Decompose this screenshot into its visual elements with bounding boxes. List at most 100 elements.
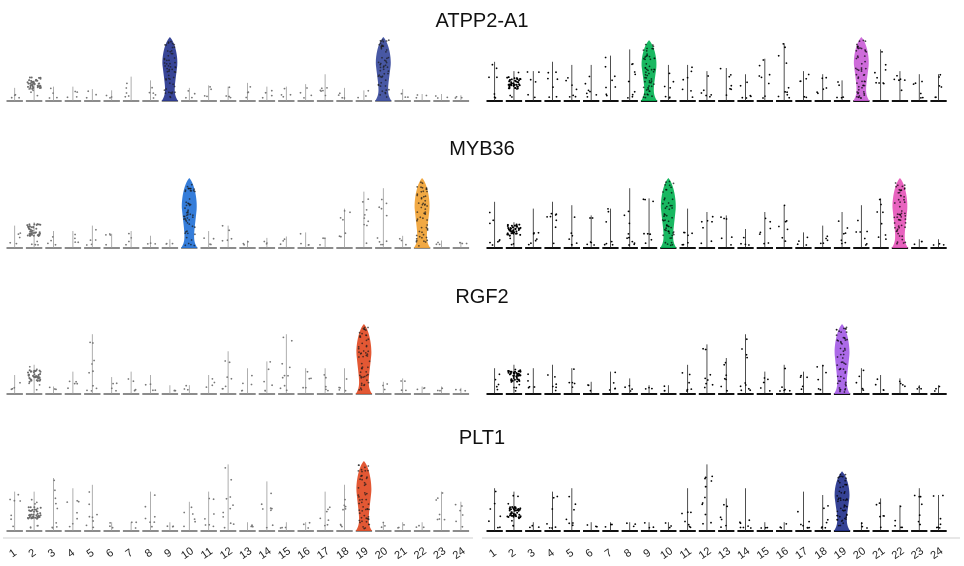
cell-point: [614, 86, 617, 88]
cell-point: [264, 390, 267, 392]
cluster-label-9: 9: [641, 547, 653, 560]
cell-point: [573, 368, 575, 370]
cell-point: [387, 56, 390, 59]
cell-point: [165, 59, 168, 62]
cell-point: [367, 465, 370, 467]
cell-point: [28, 365, 31, 368]
cell-point: [509, 506, 512, 509]
violin-cluster-10: [660, 178, 677, 248]
cell-point: [105, 243, 107, 246]
cell-point: [667, 230, 670, 233]
cell-point: [672, 233, 675, 236]
cell-point: [281, 376, 284, 379]
cell-point: [781, 236, 784, 239]
cell-point: [38, 76, 40, 79]
cell-point: [211, 384, 214, 387]
cell-point: [115, 389, 117, 392]
cell-point: [66, 96, 69, 99]
cell-point: [229, 507, 232, 510]
cell-point: [366, 379, 368, 382]
cell-point: [9, 241, 12, 244]
cell-point: [823, 507, 825, 510]
cell-point: [748, 519, 751, 522]
cluster-label-10: 10: [658, 545, 675, 562]
cell-point: [360, 384, 363, 386]
cell-point: [837, 81, 839, 83]
cell-point: [88, 491, 91, 493]
cell-point: [880, 203, 882, 206]
cell-point: [725, 378, 727, 381]
cell-point: [903, 184, 906, 187]
cell-point: [285, 389, 288, 392]
cell-point: [512, 494, 515, 497]
cell-point: [184, 207, 186, 210]
cell-point: [806, 527, 809, 529]
cell-point: [281, 526, 283, 529]
cell-point: [361, 474, 363, 477]
cell-point: [163, 62, 166, 64]
cell-point: [512, 525, 515, 527]
cell-point: [648, 386, 650, 389]
cell-point: [366, 517, 369, 520]
cell-point: [645, 71, 647, 74]
cell-point: [416, 186, 419, 188]
cell-point: [92, 370, 94, 373]
cell-point: [30, 370, 33, 373]
cell-point: [28, 76, 31, 79]
violin-panel-rgf2-right: [486, 324, 947, 395]
cell-point: [32, 232, 34, 234]
cell-point: [763, 242, 765, 245]
cluster-label-13: 13: [716, 545, 733, 562]
cell-point: [843, 377, 845, 380]
cell-point: [866, 527, 868, 529]
cell-point: [805, 77, 808, 80]
cell-point: [631, 93, 634, 96]
cell-point: [36, 240, 39, 243]
cell-point: [310, 94, 313, 97]
cell-point: [903, 196, 905, 198]
cell-point: [838, 84, 840, 87]
cluster-label-21: 21: [870, 545, 887, 562]
cell-point: [92, 342, 94, 344]
cluster-label-9: 9: [162, 547, 174, 560]
cell-point: [367, 338, 370, 341]
cell-point: [455, 520, 457, 523]
cell-point: [510, 232, 513, 235]
cell-point: [842, 353, 845, 356]
cell-point: [400, 380, 402, 382]
cell-point: [840, 331, 842, 333]
cell-point: [841, 242, 843, 245]
cell-point: [517, 71, 520, 74]
cell-point: [189, 189, 192, 192]
cell-point: [130, 521, 133, 524]
cell-point: [838, 490, 841, 493]
cell-point: [740, 242, 742, 245]
cell-point: [904, 215, 907, 217]
cell-point: [367, 350, 370, 353]
cell-point: [319, 244, 321, 246]
cell-point: [935, 526, 938, 529]
cell-point: [221, 387, 224, 390]
cell-point: [690, 90, 692, 92]
cell-point: [938, 85, 941, 87]
cell-point: [932, 495, 935, 497]
cell-point: [730, 84, 733, 87]
cell-point: [366, 224, 368, 227]
cell-point: [862, 389, 865, 391]
cell-point: [627, 210, 630, 213]
cell-point: [917, 520, 920, 523]
cell-point: [838, 387, 841, 389]
cell-point: [363, 484, 366, 487]
cell-point: [377, 61, 380, 64]
cell-point: [146, 243, 149, 245]
cell-point: [663, 385, 666, 388]
cell-point: [798, 240, 800, 243]
cell-point: [424, 211, 427, 214]
cell-point: [512, 243, 515, 245]
cell-point: [723, 217, 725, 220]
cell-point: [800, 523, 802, 526]
cell-point: [643, 57, 645, 60]
cell-point: [688, 373, 691, 376]
cell-point: [816, 91, 818, 93]
cell-point: [362, 350, 365, 352]
